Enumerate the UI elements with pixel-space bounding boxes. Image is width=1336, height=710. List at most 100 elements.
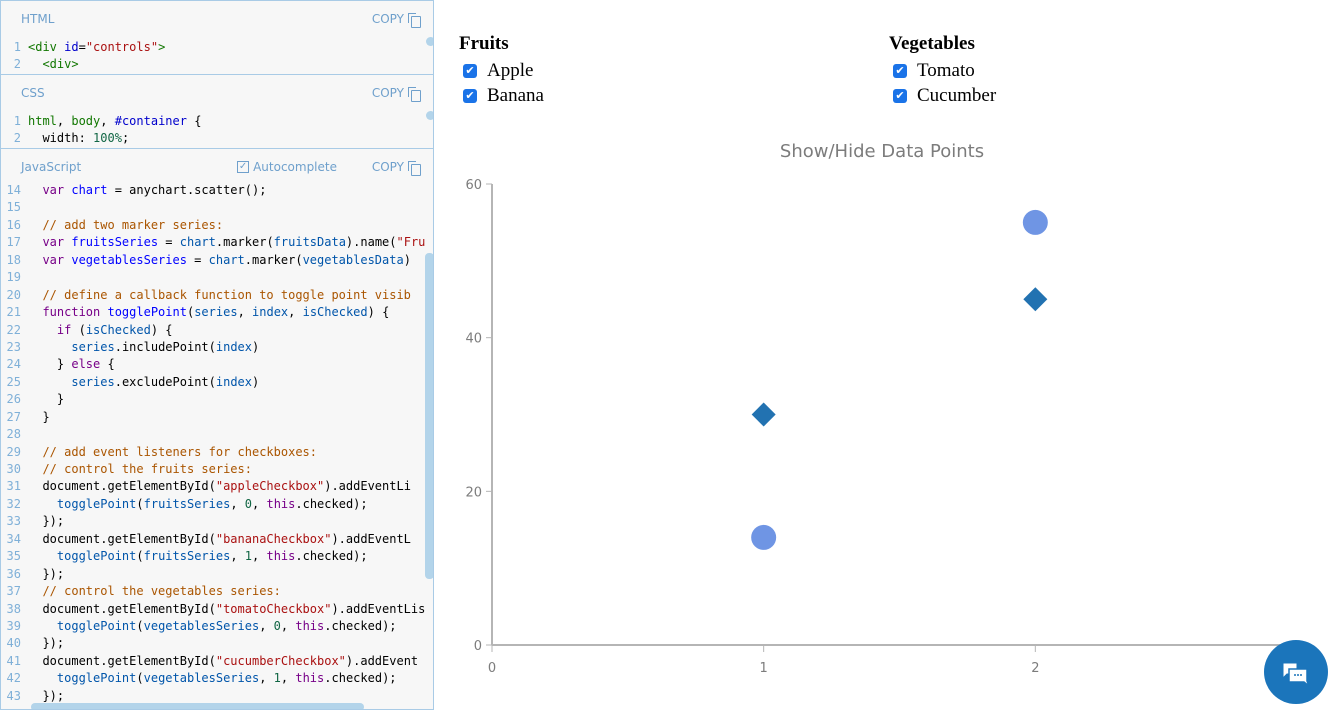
code-token: <div	[28, 40, 65, 54]
code-token: {	[186, 114, 202, 128]
code-token: body	[71, 114, 101, 128]
code-token: document.getElementById(	[28, 479, 216, 494]
code-token: ).addEventLi	[324, 479, 411, 494]
x-tick-label: 1	[760, 661, 768, 676]
code-token: ,	[237, 305, 253, 320]
code-line: 17 var fruitsSeries = chart .marker(fruit…	[1, 234, 426, 251]
cucumber-checkbox[interactable]: ✔ Cucumber	[893, 83, 996, 108]
circle-marker	[1022, 209, 1048, 235]
line-number: 41	[6, 653, 21, 668]
html-copy-button[interactable]: COPY	[371, 12, 421, 28]
code-token: ).name(	[345, 235, 397, 250]
js-horizontal-scrollbar[interactable]	[31, 703, 364, 709]
line-number: 35	[6, 549, 21, 564]
code-token: ).addEventLis	[331, 601, 426, 616]
css-copy-button[interactable]: COPY	[372, 86, 421, 102]
code-token: this	[295, 671, 325, 686]
code-token: ).addEvent	[345, 653, 419, 668]
js-code[interactable]: 14 var chart = anychart.scatter(); 15 16 /…	[1, 182, 426, 705]
line-number: 14	[6, 183, 21, 197]
diamond-marker	[1023, 287, 1048, 312]
checkmark-icon: ✔	[463, 63, 477, 78]
code-line: 36 });	[1, 566, 425, 583]
code-token: = anychart.scatter();	[107, 183, 267, 197]
chat-bubbles-icon	[1282, 662, 1311, 689]
line-number: 30	[6, 462, 21, 476]
line-number: 31	[6, 479, 21, 494]
circle-marker	[751, 524, 777, 550]
code-token: togglePoint	[56, 549, 137, 564]
line-number: 21	[6, 305, 21, 320]
banana-checkbox[interactable]: ✔ Banana	[463, 83, 544, 108]
code-token: "bananaCheckbox"	[215, 531, 332, 546]
line-number: 43	[6, 688, 21, 703]
code-token: isChecked	[302, 305, 368, 320]
js-copy-button[interactable]: COPY	[372, 160, 421, 176]
code-token: fruitsSeries	[143, 496, 231, 511]
html-scrollbar[interactable]	[426, 37, 433, 46]
code-token: ,	[252, 549, 267, 564]
code-token: chart	[179, 235, 216, 250]
line-number: 39	[6, 618, 21, 633]
code-token: if	[56, 322, 79, 337]
code-token	[28, 670, 57, 687]
autocomplete-toggle[interactable]: ✓ Autocomplete	[237, 160, 337, 174]
css-scrollbar[interactable]	[426, 111, 433, 120]
code-token: .marker(	[244, 252, 303, 267]
line-number: 23	[6, 339, 21, 354]
line-number: 1	[13, 40, 21, 54]
copy-icon	[408, 160, 421, 176]
code-token	[28, 182, 42, 199]
code-token: // control the fruits series:	[42, 462, 252, 476]
line-number: 40	[6, 636, 21, 651]
code-token: document.getElementById(	[28, 653, 216, 668]
cucumber-label: Cucumber	[917, 84, 997, 106]
code-token	[28, 339, 71, 356]
code-token: ,	[259, 618, 274, 633]
code-token: .marker(	[215, 235, 274, 250]
code-token: // add event listeners for checkboxes:	[42, 444, 317, 459]
code-token: togglePoint	[107, 305, 187, 320]
code-line: 16 // add two marker series:	[1, 217, 425, 234]
chat-button[interactable]	[1264, 640, 1328, 704]
code-token: 0	[273, 618, 281, 633]
code-line: 1 html, body, #container {	[1, 113, 202, 130]
js-section-title: JavaScript	[21, 160, 82, 174]
apple-checkbox[interactable]: ✔ Apple	[463, 58, 544, 83]
code-line: 30 // control the fruits series:	[1, 461, 425, 478]
code-token: togglePoint	[56, 618, 137, 633]
vegetables-title: Vegetables	[889, 33, 975, 54]
code-token: =	[78, 40, 86, 54]
code-token: ,	[56, 114, 72, 128]
code-token: ) {	[150, 322, 173, 337]
checkmark-icon: ✔	[893, 88, 907, 103]
tomato-checkbox[interactable]: ✔ Tomato	[893, 58, 996, 83]
code-token: )	[403, 252, 411, 267]
html-code[interactable]: 1 <div id = "controls" >2 <div>	[1, 39, 166, 74]
code-token: "Fru	[396, 235, 426, 250]
code-token: togglePoint	[56, 496, 137, 511]
copy-label: COPY	[371, 12, 404, 26]
code-token: .includePoint(	[114, 339, 216, 354]
code-token: this	[266, 549, 296, 564]
banana-label: Banana	[487, 84, 544, 106]
code-token: id	[64, 40, 79, 54]
checkmark-icon: ✔	[893, 63, 907, 78]
line-number: 36	[6, 566, 21, 581]
css-section-title: CSS	[21, 86, 45, 100]
apple-label: Apple	[487, 59, 534, 81]
line-number: 37	[6, 584, 21, 599]
css-code[interactable]: 1 html, body, #container {2 width: 100%;	[1, 113, 202, 148]
code-token: "appleCheckbox"	[215, 479, 325, 494]
code-token: ,	[230, 496, 245, 511]
code-token: }	[28, 409, 50, 424]
code-token: function	[42, 305, 108, 320]
js-vertical-scrollbar[interactable]	[425, 253, 433, 579]
code-token: (	[136, 549, 144, 564]
code-token: series	[194, 305, 238, 320]
code-token: .excludePoint(	[114, 374, 216, 389]
checkbox-icon: ✓	[237, 161, 250, 173]
code-line: 29 // add event listeners for checkboxes…	[1, 444, 425, 461]
line-number: 38	[6, 601, 21, 616]
line-number: 19	[6, 270, 21, 285]
